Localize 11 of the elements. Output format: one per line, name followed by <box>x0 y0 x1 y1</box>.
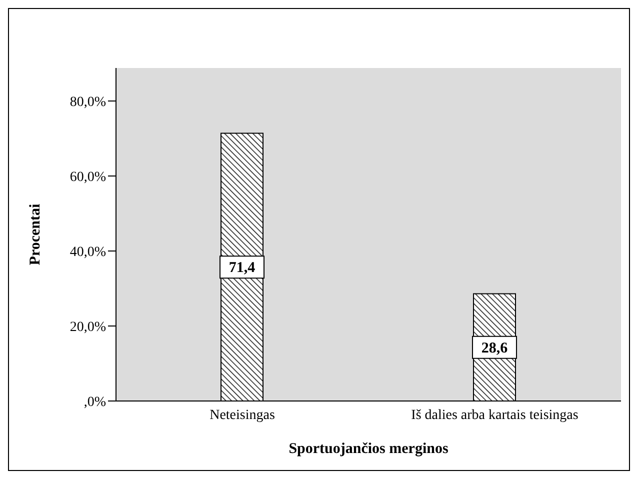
data-label: 71,4 <box>228 260 256 276</box>
y-tick-label: ,0% <box>84 394 106 410</box>
x-tick-label: Neteisingas <box>210 408 275 423</box>
y-tick-label: 80,0% <box>70 94 106 110</box>
y-tick-label: 60,0% <box>70 170 106 185</box>
y-axis-title: Procentai <box>27 204 44 266</box>
y-tick-label: 20,0% <box>70 320 106 335</box>
x-axis-title: Sportuojančios merginos <box>288 441 448 457</box>
data-label: 28,6 <box>481 340 508 356</box>
x-tick-label: Iš dalies arba kartais teisingas <box>411 408 578 423</box>
y-tick-label: 40,0% <box>70 244 106 260</box>
